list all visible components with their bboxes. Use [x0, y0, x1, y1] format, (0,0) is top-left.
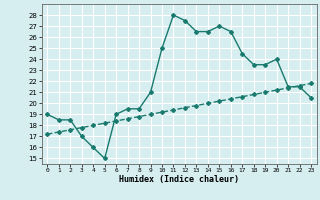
X-axis label: Humidex (Indice chaleur): Humidex (Indice chaleur) [119, 175, 239, 184]
